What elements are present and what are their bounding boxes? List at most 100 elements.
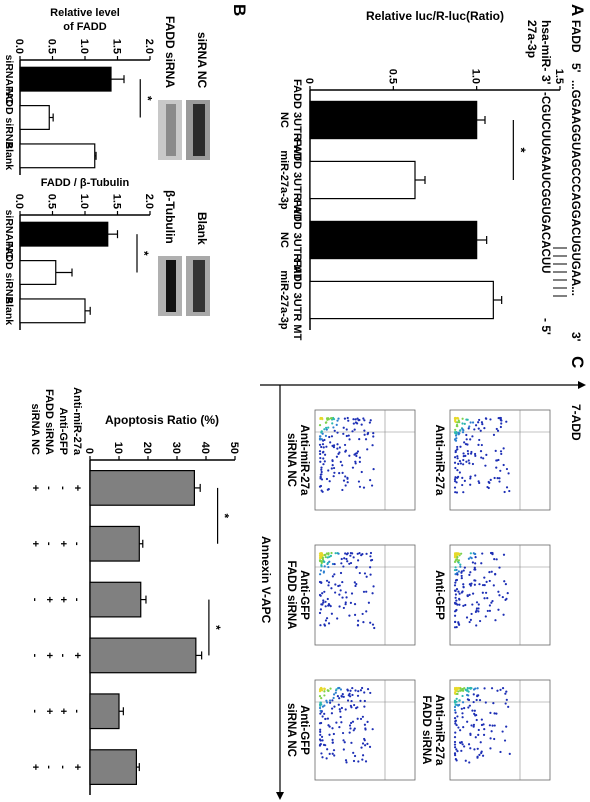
flow-event — [496, 429, 500, 432]
flow-event — [501, 687, 505, 690]
flow-event — [494, 572, 497, 576]
flow-event — [331, 562, 335, 566]
flow-event — [454, 420, 457, 423]
flow-event — [319, 460, 322, 463]
flow-event — [318, 738, 322, 741]
flow-event — [458, 432, 461, 435]
flow-event — [352, 751, 355, 754]
significance-star: * — [137, 251, 151, 256]
flow-event — [341, 731, 345, 735]
flow-event — [456, 425, 459, 428]
bar — [309, 160, 416, 200]
flow-event — [341, 580, 344, 584]
flow-event — [357, 690, 360, 693]
flow-event — [478, 438, 481, 442]
flow-event — [483, 728, 486, 731]
flow-event — [329, 554, 333, 557]
flow-event — [472, 693, 475, 696]
flow-event — [323, 687, 326, 690]
flow-event — [363, 572, 367, 575]
flow-event — [495, 459, 499, 462]
bar — [19, 298, 86, 324]
flow-event — [491, 599, 494, 603]
flow-event — [321, 592, 324, 595]
flow-event — [354, 462, 357, 465]
flow-event — [471, 421, 475, 424]
bar — [19, 260, 57, 285]
bar — [309, 220, 478, 260]
flow-event — [481, 754, 485, 757]
flow-event — [360, 470, 363, 474]
flow-event — [359, 689, 363, 692]
bar — [19, 66, 112, 92]
flow-plot: Anti-miR-27a — [433, 409, 551, 511]
flow-event — [357, 419, 360, 422]
flow-event — [454, 559, 457, 562]
x-tick-label-line: FADD 3UTR MT — [291, 200, 303, 281]
flow-event — [485, 453, 488, 456]
flow-event — [364, 744, 367, 747]
flow-event — [455, 688, 458, 691]
flow-event — [462, 569, 465, 572]
flow-event — [481, 591, 484, 594]
flow-event — [353, 428, 356, 431]
flow-event — [469, 475, 472, 478]
flow-event — [326, 717, 330, 720]
flow-event — [331, 741, 334, 744]
flow-event — [320, 703, 323, 706]
flow-event — [363, 419, 366, 422]
flow-event — [488, 571, 491, 574]
flow-event — [473, 709, 476, 712]
flow-event — [370, 484, 374, 487]
x-tick-label: Blank — [3, 297, 15, 326]
flow-event — [366, 448, 369, 451]
flow-event — [361, 715, 364, 718]
flow-event — [328, 435, 331, 439]
flow-event — [471, 561, 474, 564]
flow-event — [320, 565, 323, 568]
flow-event — [461, 694, 464, 698]
flow-event — [323, 690, 326, 693]
flow-event — [369, 573, 372, 576]
flow-event — [365, 610, 368, 613]
flow-event — [461, 689, 464, 692]
flow-event — [338, 584, 341, 587]
flow-event — [364, 438, 368, 441]
flow-event — [319, 624, 322, 627]
flow-event — [338, 605, 341, 608]
flow-event — [350, 741, 353, 744]
flow-event — [460, 574, 463, 578]
flow-event — [465, 460, 468, 463]
y-tick-label: 1.5 — [553, 69, 565, 84]
flow-event — [351, 720, 355, 723]
flow-event — [454, 450, 457, 454]
flow-event — [331, 727, 334, 730]
flow-event — [345, 557, 348, 561]
flow-event — [327, 581, 331, 584]
flow-event — [338, 451, 341, 454]
flow-event — [325, 757, 328, 760]
flow-event — [340, 557, 343, 561]
flow-event — [457, 704, 460, 707]
flow-event — [477, 607, 480, 610]
flow-event — [455, 748, 458, 751]
flow-event — [356, 694, 360, 697]
flow-event — [330, 417, 333, 420]
flow-event — [342, 739, 345, 742]
flow-event — [505, 597, 508, 600]
x-tick-label-line: NC — [278, 232, 290, 248]
flow-event — [372, 435, 375, 438]
flow-event — [466, 693, 469, 697]
mirna-name-line-2: 27a-3p — [525, 20, 539, 58]
flow-event — [461, 716, 464, 719]
flow-event — [458, 592, 461, 595]
flow-event — [358, 485, 362, 488]
flow-event — [456, 750, 459, 753]
x-tick-label: siRNA NC — [3, 210, 15, 260]
flow-event — [346, 416, 349, 420]
flow-event — [335, 455, 339, 458]
flow-event — [324, 426, 328, 429]
flow-event — [328, 733, 331, 736]
flow-event — [339, 688, 343, 691]
flow-event — [507, 472, 510, 475]
